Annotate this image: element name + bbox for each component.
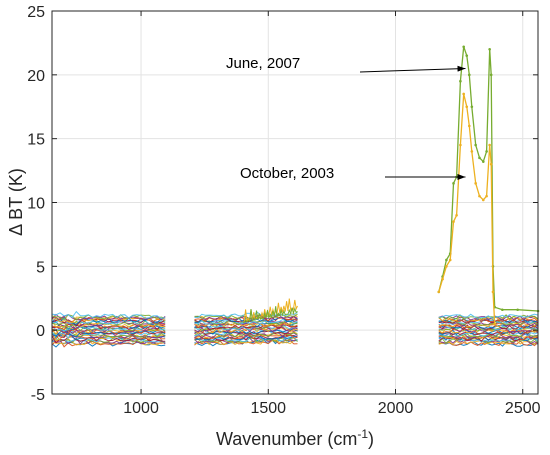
series-0-point-6 xyxy=(459,79,462,83)
series-1-point-4 xyxy=(452,220,455,223)
y-tick-label-0: -5 xyxy=(31,387,45,404)
band-line-32 xyxy=(51,314,166,321)
series-1-point-9 xyxy=(467,124,471,128)
band-line-99 xyxy=(438,315,539,321)
series-0-point-14 xyxy=(485,150,488,153)
series-0-point-9 xyxy=(467,73,471,77)
series-1-point-2 xyxy=(445,265,448,268)
y-tick-label-3: 10 xyxy=(27,196,45,213)
series-0-point-12 xyxy=(478,156,481,160)
series-1-point-8 xyxy=(465,105,469,109)
band-line-4 xyxy=(51,335,166,344)
series-1-point-13 xyxy=(481,198,485,202)
series-0-point-8 xyxy=(465,54,469,57)
series-1-point-5 xyxy=(455,213,458,217)
x-tick-label-2: 2000 xyxy=(378,400,414,417)
series-1-point-7 xyxy=(462,92,466,96)
band-line-17 xyxy=(51,326,166,334)
series-1-point-11 xyxy=(474,182,477,185)
band-line-76 xyxy=(438,334,539,341)
series-1-point-15 xyxy=(488,143,491,147)
annotation-label-0: June, 2007 xyxy=(226,55,300,72)
series-0-point-15 xyxy=(488,48,491,51)
series-1-point-10 xyxy=(470,150,474,153)
band-line-5 xyxy=(51,337,166,343)
series-1-point-14 xyxy=(485,194,488,198)
x-tick-label-3: 2500 xyxy=(505,400,541,417)
series-0-point-10 xyxy=(470,105,474,109)
x-axis-label: Wavenumber (cm-1) xyxy=(216,427,374,449)
series-line-0 xyxy=(438,46,539,312)
band-line-70 xyxy=(438,339,539,346)
band-spike-line-1 xyxy=(242,306,298,323)
series-0-point-11 xyxy=(474,143,477,147)
annotation-label-1: October, 2003 xyxy=(240,165,334,182)
band-line-101 xyxy=(438,313,539,319)
band-line-95 xyxy=(438,318,539,324)
band-line-42 xyxy=(194,334,298,340)
y-tick-label-5: 20 xyxy=(27,68,45,85)
y-tick-label-4: 15 xyxy=(27,132,45,149)
series-1-point-18 xyxy=(493,322,497,326)
x-tick-label-0: 1000 xyxy=(123,400,159,417)
band-line-48 xyxy=(194,328,298,335)
band-line-44 xyxy=(194,332,298,339)
annotation-arrow-0 xyxy=(359,65,466,73)
x-tick-label-1: 1500 xyxy=(250,400,286,417)
band-line-58 xyxy=(194,318,298,326)
series-1-point-12 xyxy=(478,194,481,198)
series-0-point-20 xyxy=(516,308,519,312)
y-axis-ticks: -5 0 5 10 15 20 25 xyxy=(27,4,538,404)
series-0-point-4 xyxy=(452,182,455,185)
band-line-69 xyxy=(438,340,539,347)
band-line-26 xyxy=(51,317,166,325)
series-1-point-1 xyxy=(441,277,444,281)
series-group xyxy=(437,45,540,326)
series-1-point-0 xyxy=(437,290,441,294)
series-0-point-2 xyxy=(445,258,448,262)
y-tick-label-2: 5 xyxy=(36,259,45,276)
band-line-33 xyxy=(51,310,166,319)
band-line-91 xyxy=(438,322,539,328)
band-line-88 xyxy=(438,324,539,331)
band-line-54 xyxy=(194,324,298,330)
series-1-point-6 xyxy=(459,143,462,147)
y-tick-label-6: 25 xyxy=(27,4,45,21)
band-line-98 xyxy=(438,316,539,322)
series-1-point-17 xyxy=(491,290,495,294)
series-0-point-13 xyxy=(481,160,485,163)
series-0-point-7 xyxy=(462,45,466,49)
series-1-point-16 xyxy=(489,162,493,166)
band-line-72 xyxy=(438,337,539,344)
annotations: June, 2007 October, 2003 xyxy=(226,55,466,182)
band-line-14 xyxy=(51,329,166,338)
y-axis-label: Δ BT (K) xyxy=(6,168,26,236)
x-axis-ticks: 1000 1500 2000 2500 xyxy=(123,11,541,417)
series-1-point-3 xyxy=(448,258,452,262)
band-line-57 xyxy=(194,321,298,328)
background-band-cluster xyxy=(51,298,539,348)
band-line-82 xyxy=(438,329,539,336)
series-0-point-19 xyxy=(501,308,504,312)
y-tick-label-1: 0 xyxy=(36,323,45,340)
series-0-point-16 xyxy=(489,73,493,77)
